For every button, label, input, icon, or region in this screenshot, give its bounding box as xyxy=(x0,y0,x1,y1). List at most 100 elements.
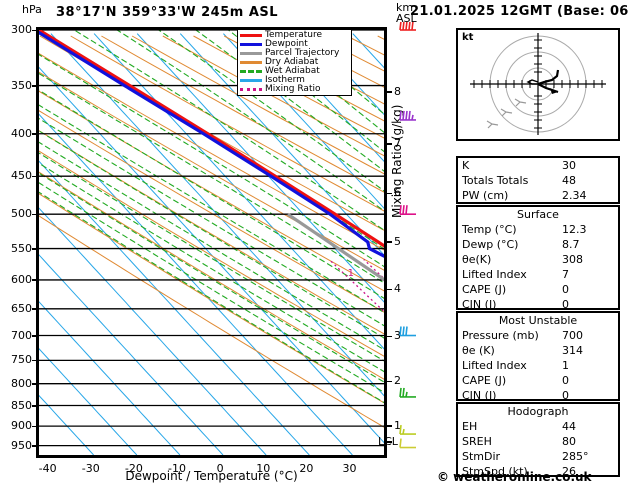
dry-adiabat-line xyxy=(39,130,384,335)
row-label: StmSpd (kt) xyxy=(462,465,528,478)
row-value: 0 xyxy=(562,298,569,311)
pressure-tick-label: 600 xyxy=(11,272,32,286)
mixing-ratio-label: 1 xyxy=(348,268,354,279)
dry-adiabat-line xyxy=(39,71,384,271)
dry-adiabat-line xyxy=(39,53,384,251)
height-unit-line2: ASL xyxy=(396,12,417,25)
table-row: PW (cm) 2.34 xyxy=(458,188,618,203)
legend-label: Mixing Ratio xyxy=(265,84,321,94)
legend-swatch xyxy=(240,34,262,37)
stability-indices-panel: K 30 Totals Totals 48 PW (cm) 2.34 xyxy=(456,156,620,204)
table-row: Dewp (°C) 8.7 xyxy=(458,237,618,252)
row-label: K xyxy=(462,159,470,172)
dry-adiabat-line xyxy=(131,35,384,175)
pressure-tick-label: 850 xyxy=(11,398,32,412)
wet-adiabat-line xyxy=(39,191,384,404)
wind-barb xyxy=(399,326,416,337)
height-unit-line1: km xyxy=(396,1,414,14)
pressure-tick-label: 400 xyxy=(11,126,32,140)
wet-adiabat-line xyxy=(39,182,384,393)
isotherm-line xyxy=(39,347,138,455)
wet-adiabat-line xyxy=(39,172,384,383)
skewt-plot[interactable]: 1 xyxy=(36,27,387,458)
hodograph-canvas xyxy=(470,33,606,135)
dewpoint-curve xyxy=(39,30,384,258)
section-title: Most Unstable xyxy=(498,314,578,327)
table-row: Temp (°C) 12.3 xyxy=(458,222,618,237)
row-label: Lifted Index xyxy=(462,359,527,372)
surface-parcel-panel: Surface Temp (°C) 12.3 Dewp (°C) 8.7 θe(K) 308… xyxy=(456,205,620,312)
legend-item: Wet Adiabat xyxy=(240,67,349,76)
row-label: CAPE (J) xyxy=(462,374,507,387)
pressure-tick-label: 950 xyxy=(11,438,32,452)
row-label: Lifted Index xyxy=(462,268,527,281)
legend-item: Isotherm xyxy=(240,76,349,85)
legend-label: Isotherm xyxy=(265,75,305,85)
wind-barb xyxy=(399,22,416,31)
wet-adiabat-line xyxy=(228,30,384,153)
pressure-tick-label: 750 xyxy=(11,353,32,367)
pressure-tick-label: 450 xyxy=(11,169,32,183)
legend-swatch xyxy=(240,52,262,55)
isotherm-line xyxy=(39,160,310,455)
page-title: 38°17'N 359°33'W 245m ASL xyxy=(56,5,279,20)
isotherm-line xyxy=(39,66,384,444)
row-value: 80 xyxy=(562,435,576,448)
legend: Temperature Dewpoint Parcel Trajectory Dry … xyxy=(237,29,352,96)
row-label: θe (K) xyxy=(462,344,495,357)
row-label: Totals Totals xyxy=(462,174,529,187)
row-label: EH xyxy=(462,420,478,433)
pressure-tick-label: 800 xyxy=(11,376,32,390)
table-row: Pressure (mb) 700 xyxy=(458,328,618,343)
row-label: Pressure (mb) xyxy=(462,329,539,342)
legend-item: Parcel Trajectory xyxy=(240,49,349,58)
isotherm-line xyxy=(223,33,384,209)
x-axis-title: Dewpoint / Temperature (°C) xyxy=(125,469,298,483)
pressure-tick-label: 350 xyxy=(11,78,32,92)
isotherm-line xyxy=(39,301,181,455)
mixing-ratio-line xyxy=(328,259,384,313)
row-value: 308 xyxy=(562,253,583,266)
isotherm-line xyxy=(39,113,353,455)
pressure-tick-label: 500 xyxy=(11,207,32,221)
section-title: Surface xyxy=(517,208,559,221)
wet-adiabat-line xyxy=(39,72,384,284)
dry-adiabat-line xyxy=(39,193,384,404)
table-row: Totals Totals 48 xyxy=(458,173,618,188)
dry-adiabat-line xyxy=(254,35,384,105)
hodograph-panel[interactable]: kt xyxy=(456,28,620,141)
isotherm-line xyxy=(39,207,267,455)
table-row: θe(K) 308 xyxy=(458,252,618,267)
table-section-header: Hodograph xyxy=(458,404,618,419)
pressure-tick-label: 550 xyxy=(11,241,32,255)
legend-item: Dry Adiabat xyxy=(240,58,349,67)
table-row: StmSpd (kt) 26 xyxy=(458,464,618,479)
row-value: 1 xyxy=(562,359,569,372)
table-row: StmDir 285° xyxy=(458,449,618,464)
row-value: 48 xyxy=(562,174,576,187)
dry-adiabat-line xyxy=(39,215,384,428)
parcel-trajectory-curve xyxy=(286,212,384,282)
table-row: SREH 80 xyxy=(458,434,618,449)
row-label: PW (cm) xyxy=(462,189,509,202)
table-row: CAPE (J) 0 xyxy=(458,373,618,388)
surface-parcel-table: Surface Temp (°C) 12.3 Dewp (°C) 8.7 θe(K) 308… xyxy=(458,207,618,312)
isotherm-line xyxy=(50,33,384,397)
most-unstable-table: Most Unstable Pressure (mb) 700 θe (K) 314 Li… xyxy=(458,313,618,403)
wet-adiabat-line xyxy=(39,89,384,299)
height-unit-label: km ASL xyxy=(396,2,417,24)
wet-adiabat-line xyxy=(39,162,384,373)
pressure-tick-label: 650 xyxy=(11,301,32,315)
isotherm-line xyxy=(266,33,384,163)
table-section-header: Surface xyxy=(458,207,618,222)
row-label: θe(K) xyxy=(462,253,492,266)
isotherm-line xyxy=(179,33,384,256)
pressure-tick-label: 700 xyxy=(11,328,32,342)
hodograph-stats-table: Hodograph EH 44 SREH 80 StmDir 285° StmSpd (kt)… xyxy=(458,404,618,479)
row-value: 0 xyxy=(562,283,569,296)
wind-barb xyxy=(399,424,416,435)
row-value: 0 xyxy=(562,374,569,387)
legend-label: Dry Adiabat xyxy=(265,57,319,67)
isotherm-line xyxy=(39,254,224,455)
wet-adiabat-line xyxy=(39,141,384,351)
